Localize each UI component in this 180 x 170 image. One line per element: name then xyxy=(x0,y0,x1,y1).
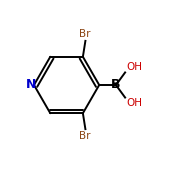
Text: OH: OH xyxy=(126,62,142,72)
Text: Br: Br xyxy=(79,131,90,141)
Text: N: N xyxy=(26,79,36,91)
Text: B: B xyxy=(111,79,121,91)
Text: Br: Br xyxy=(79,29,90,39)
Text: OH: OH xyxy=(126,98,142,108)
